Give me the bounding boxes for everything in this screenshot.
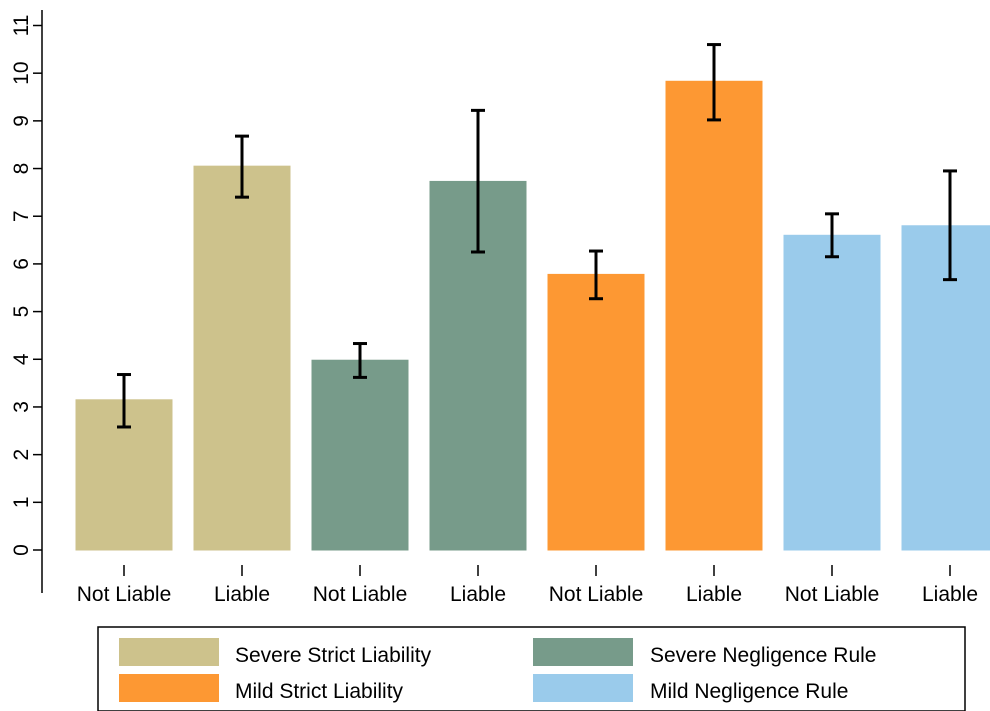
bar [901, 225, 990, 551]
y-tick-label: 4 [10, 353, 33, 365]
bars [75, 80, 990, 551]
legend-label: Severe Negligence Rule [650, 644, 876, 667]
y-axis: 0 1 2 3 4 5 6 7 8 9 10 11 [10, 10, 43, 593]
x-tick-label: Not Liable [313, 583, 408, 606]
legend: Severe Strict Liability Severe Negligence… [97, 626, 966, 711]
y-tick-label: 7 [10, 210, 33, 222]
legend-box [97, 626, 966, 711]
bar [311, 359, 409, 551]
x-tick-label: Liable [450, 583, 506, 606]
y-tick-label: 6 [10, 258, 33, 270]
x-tick-label: Not Liable [77, 583, 172, 606]
x-tick-label: Liable [686, 583, 742, 606]
y-tick-label: 2 [10, 449, 33, 461]
legend-swatch [119, 674, 219, 702]
legend-swatch [533, 674, 633, 702]
y-tick-label: 5 [10, 306, 33, 318]
bar [783, 234, 881, 551]
y-tick-label: 9 [10, 115, 33, 127]
y-tick-label: 3 [10, 401, 33, 413]
bar [665, 80, 763, 551]
x-tick-label: Not Liable [785, 583, 880, 606]
legend-label: Mild Negligence Rule [650, 680, 848, 703]
x-axis: Not Liable Liable Not Liable Liable Not Liab… [77, 565, 978, 606]
x-tick-label: Liable [922, 583, 978, 606]
y-tick-label: 11 [10, 15, 33, 37]
x-tick-label: Liable [214, 583, 270, 606]
x-tick-label: Not Liable [549, 583, 644, 606]
error-bars [117, 43, 957, 429]
y-tick-label: 1 [10, 496, 33, 508]
bar [547, 273, 645, 551]
legend-swatch [119, 638, 219, 666]
y-tick-label: 0 [10, 544, 33, 556]
legend-swatch [533, 638, 633, 666]
y-tick-label: 10 [10, 62, 33, 85]
y-tick-label: 8 [10, 163, 33, 175]
bar [193, 165, 291, 551]
legend-label: Mild Strict Liability [235, 680, 404, 703]
legend-label: Severe Strict Liability [235, 644, 432, 667]
